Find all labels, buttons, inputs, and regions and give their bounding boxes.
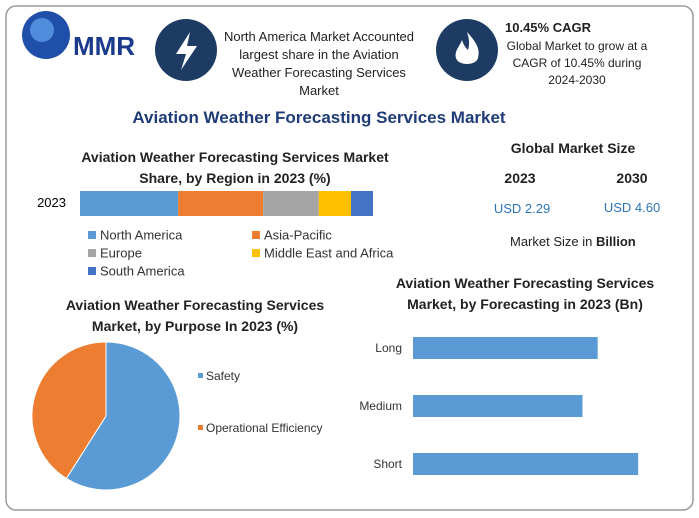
note-text: Market Size in xyxy=(510,234,593,249)
bar xyxy=(413,395,583,417)
frame xyxy=(5,5,694,511)
legend-swatch xyxy=(198,373,203,378)
year-label: 2030 xyxy=(616,170,648,186)
legend-swatch xyxy=(252,231,260,239)
bar xyxy=(413,453,639,475)
chart-title: Aviation Weather Forecasting Services Ma… xyxy=(81,149,389,186)
note-unit: Billion xyxy=(596,234,636,249)
main-title: Aviation Weather Forecasting Services Ma… xyxy=(132,108,506,127)
market-note: Market Size in Billion xyxy=(510,234,636,249)
highlight-2-title: 10.45% CAGR xyxy=(505,20,591,35)
y-tick-label: 2023 xyxy=(37,195,66,210)
legend-label: South America xyxy=(100,263,185,278)
bar-segment xyxy=(178,191,264,216)
bar-segment xyxy=(351,191,373,216)
chart-title: Aviation Weather Forecasting Services Ma… xyxy=(65,297,325,334)
y-tick-label: Long xyxy=(375,341,402,355)
legend-label: Safety xyxy=(206,369,240,383)
legend-swatch xyxy=(88,231,96,239)
market-value: USD 2.29 xyxy=(493,201,551,216)
highlight-2-text: Global Market to grow at a CAGR of 10.45… xyxy=(506,39,648,87)
legend-swatch xyxy=(88,249,96,257)
icon-bolt xyxy=(155,19,217,81)
pie-slice xyxy=(31,341,107,480)
legend-swatch xyxy=(198,425,203,430)
legend-label: Europe xyxy=(100,245,142,260)
bar-segment xyxy=(318,191,352,216)
bar-segment xyxy=(263,191,319,216)
legend-swatch xyxy=(252,249,260,257)
year-label: 2023 xyxy=(504,170,536,186)
legend-swatch xyxy=(88,267,96,275)
bar xyxy=(413,337,598,359)
chart-title: Aviation Weather Forecasting Services Ma… xyxy=(395,275,655,312)
logo-text: MMR xyxy=(73,31,135,61)
bar-segment xyxy=(80,191,179,216)
y-tick-label: Medium xyxy=(359,399,402,413)
legend-label: North America xyxy=(100,227,183,242)
market-value: USD 4.60 xyxy=(603,200,661,215)
market-size-title: Global Market Size xyxy=(510,140,636,156)
highlight-1: North America Market Accounted largest s… xyxy=(223,29,415,98)
legend-label: Asia-Pacific xyxy=(264,227,332,242)
legend-label: Operational Efficiency xyxy=(206,421,323,435)
legend-label: Middle East and Africa xyxy=(264,245,394,260)
pie-slice xyxy=(65,341,181,491)
icon-flame xyxy=(436,19,498,81)
y-tick-label: Short xyxy=(373,457,402,471)
logo: MMR xyxy=(22,11,135,61)
